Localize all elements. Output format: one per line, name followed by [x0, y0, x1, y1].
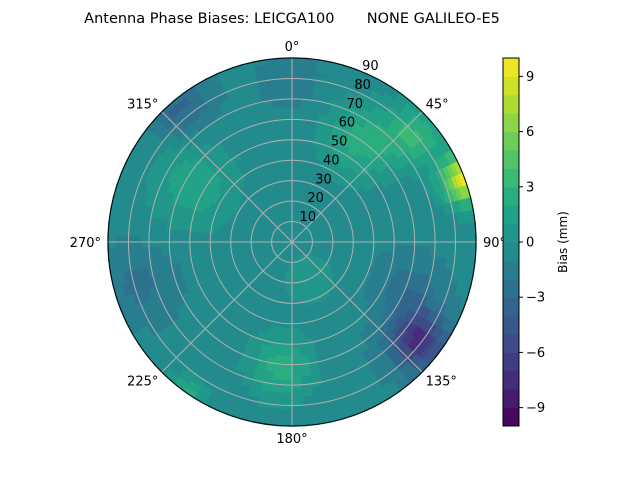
radial-tick-label: 90 — [362, 59, 379, 74]
colorbar-tick-label: 3 — [526, 180, 534, 195]
colorbar-level — [503, 371, 519, 390]
radial-tick-label: 40 — [323, 153, 340, 168]
colorbar-level — [503, 334, 519, 353]
colorbar-level — [503, 168, 519, 187]
angular-tick-label: 45° — [426, 97, 449, 112]
polar-grid — [108, 58, 476, 426]
colorbar-level — [503, 58, 519, 77]
colorbar-level — [503, 187, 519, 206]
angular-tick-label: 0° — [285, 40, 300, 55]
chart-title: Antenna Phase Biases: LEICGA100 NONE GAL… — [84, 11, 500, 27]
radial-tick-label: 10 — [300, 210, 317, 225]
colorbar-level — [503, 352, 519, 371]
colorbar-level — [503, 408, 519, 427]
colorbar-level — [503, 316, 519, 335]
colorbar — [503, 58, 519, 427]
radial-tick-label: 80 — [354, 78, 371, 93]
radial-tick-label: 60 — [339, 116, 356, 131]
radial-tick-label: 30 — [315, 172, 332, 187]
colorbar-level — [503, 242, 519, 261]
colorbar-tick-label: 0 — [526, 236, 534, 251]
radial-tick-label: 20 — [307, 191, 324, 206]
colorbar-tick-label: −9 — [526, 401, 545, 416]
colorbar-level — [503, 76, 519, 95]
colorbar-tick-label: −3 — [526, 291, 545, 306]
colorbar-level — [503, 150, 519, 169]
colorbar-level — [503, 389, 519, 408]
colorbar-label: Bias (mm) — [556, 211, 570, 273]
colorbar-tick-label: 6 — [526, 125, 534, 140]
radial-tick-label: 50 — [331, 135, 348, 150]
radial-tick-label: 70 — [346, 97, 363, 112]
colorbar-tick-label: 9 — [526, 70, 534, 85]
colorbar-level — [503, 113, 519, 132]
colorbar-level — [503, 205, 519, 224]
colorbar-level — [503, 95, 519, 114]
colorbar-level — [503, 297, 519, 316]
colorbar-level — [503, 224, 519, 243]
colorbar-level — [503, 260, 519, 279]
colorbar-ticks: −9 −6 −3 0 3 6 9 — [519, 70, 545, 416]
colorbar-level — [503, 279, 519, 298]
angular-tick-label: 180° — [276, 432, 307, 447]
angular-tick-label: 315° — [127, 97, 158, 112]
angular-tick-label: 135° — [426, 375, 457, 390]
angular-tick-label: 270° — [70, 236, 101, 251]
colorbar-tick-label: −6 — [526, 346, 545, 361]
angular-tick-label: 225° — [127, 375, 158, 390]
colorbar-level — [503, 132, 519, 151]
